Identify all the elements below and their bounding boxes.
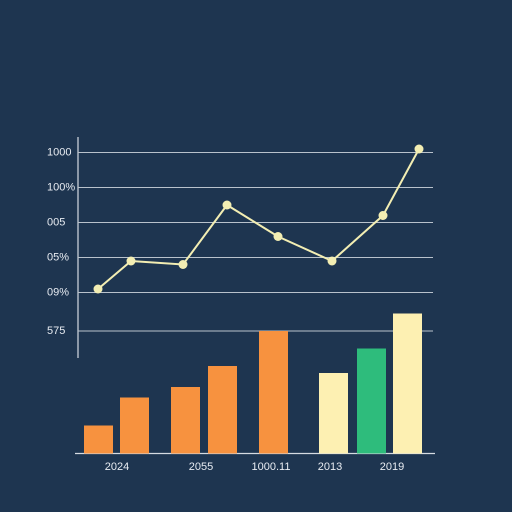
bar (84, 425, 113, 454)
line-point (126, 256, 136, 266)
line-point (327, 256, 337, 266)
line-point (414, 144, 424, 154)
bar (393, 313, 422, 454)
line-point (378, 211, 388, 220)
x-tick-label: 2019 (380, 461, 404, 473)
y-tick-label: 005 (47, 216, 65, 228)
bar (208, 366, 237, 454)
bar (120, 397, 149, 454)
bar (171, 387, 200, 454)
line-point (93, 284, 103, 294)
line (97, 148, 420, 290)
y-tick-label: 100% (47, 181, 75, 193)
y-tick-label: 1000 (47, 146, 71, 158)
bar (319, 373, 348, 454)
line-point (273, 232, 283, 241)
bar (259, 331, 288, 454)
x-tick-label: 2013 (318, 461, 342, 473)
y-tick-label: 05% (47, 251, 69, 263)
line-point (222, 200, 232, 210)
y-tick-label: 575 (47, 325, 65, 337)
x-tick-label: 1000.11 (252, 461, 291, 473)
x-tick-label: 2024 (105, 461, 129, 473)
bar (357, 348, 386, 454)
line-point (178, 260, 188, 269)
y-tick-label: 09% (47, 286, 69, 298)
x-tick-label: 2055 (189, 461, 213, 473)
